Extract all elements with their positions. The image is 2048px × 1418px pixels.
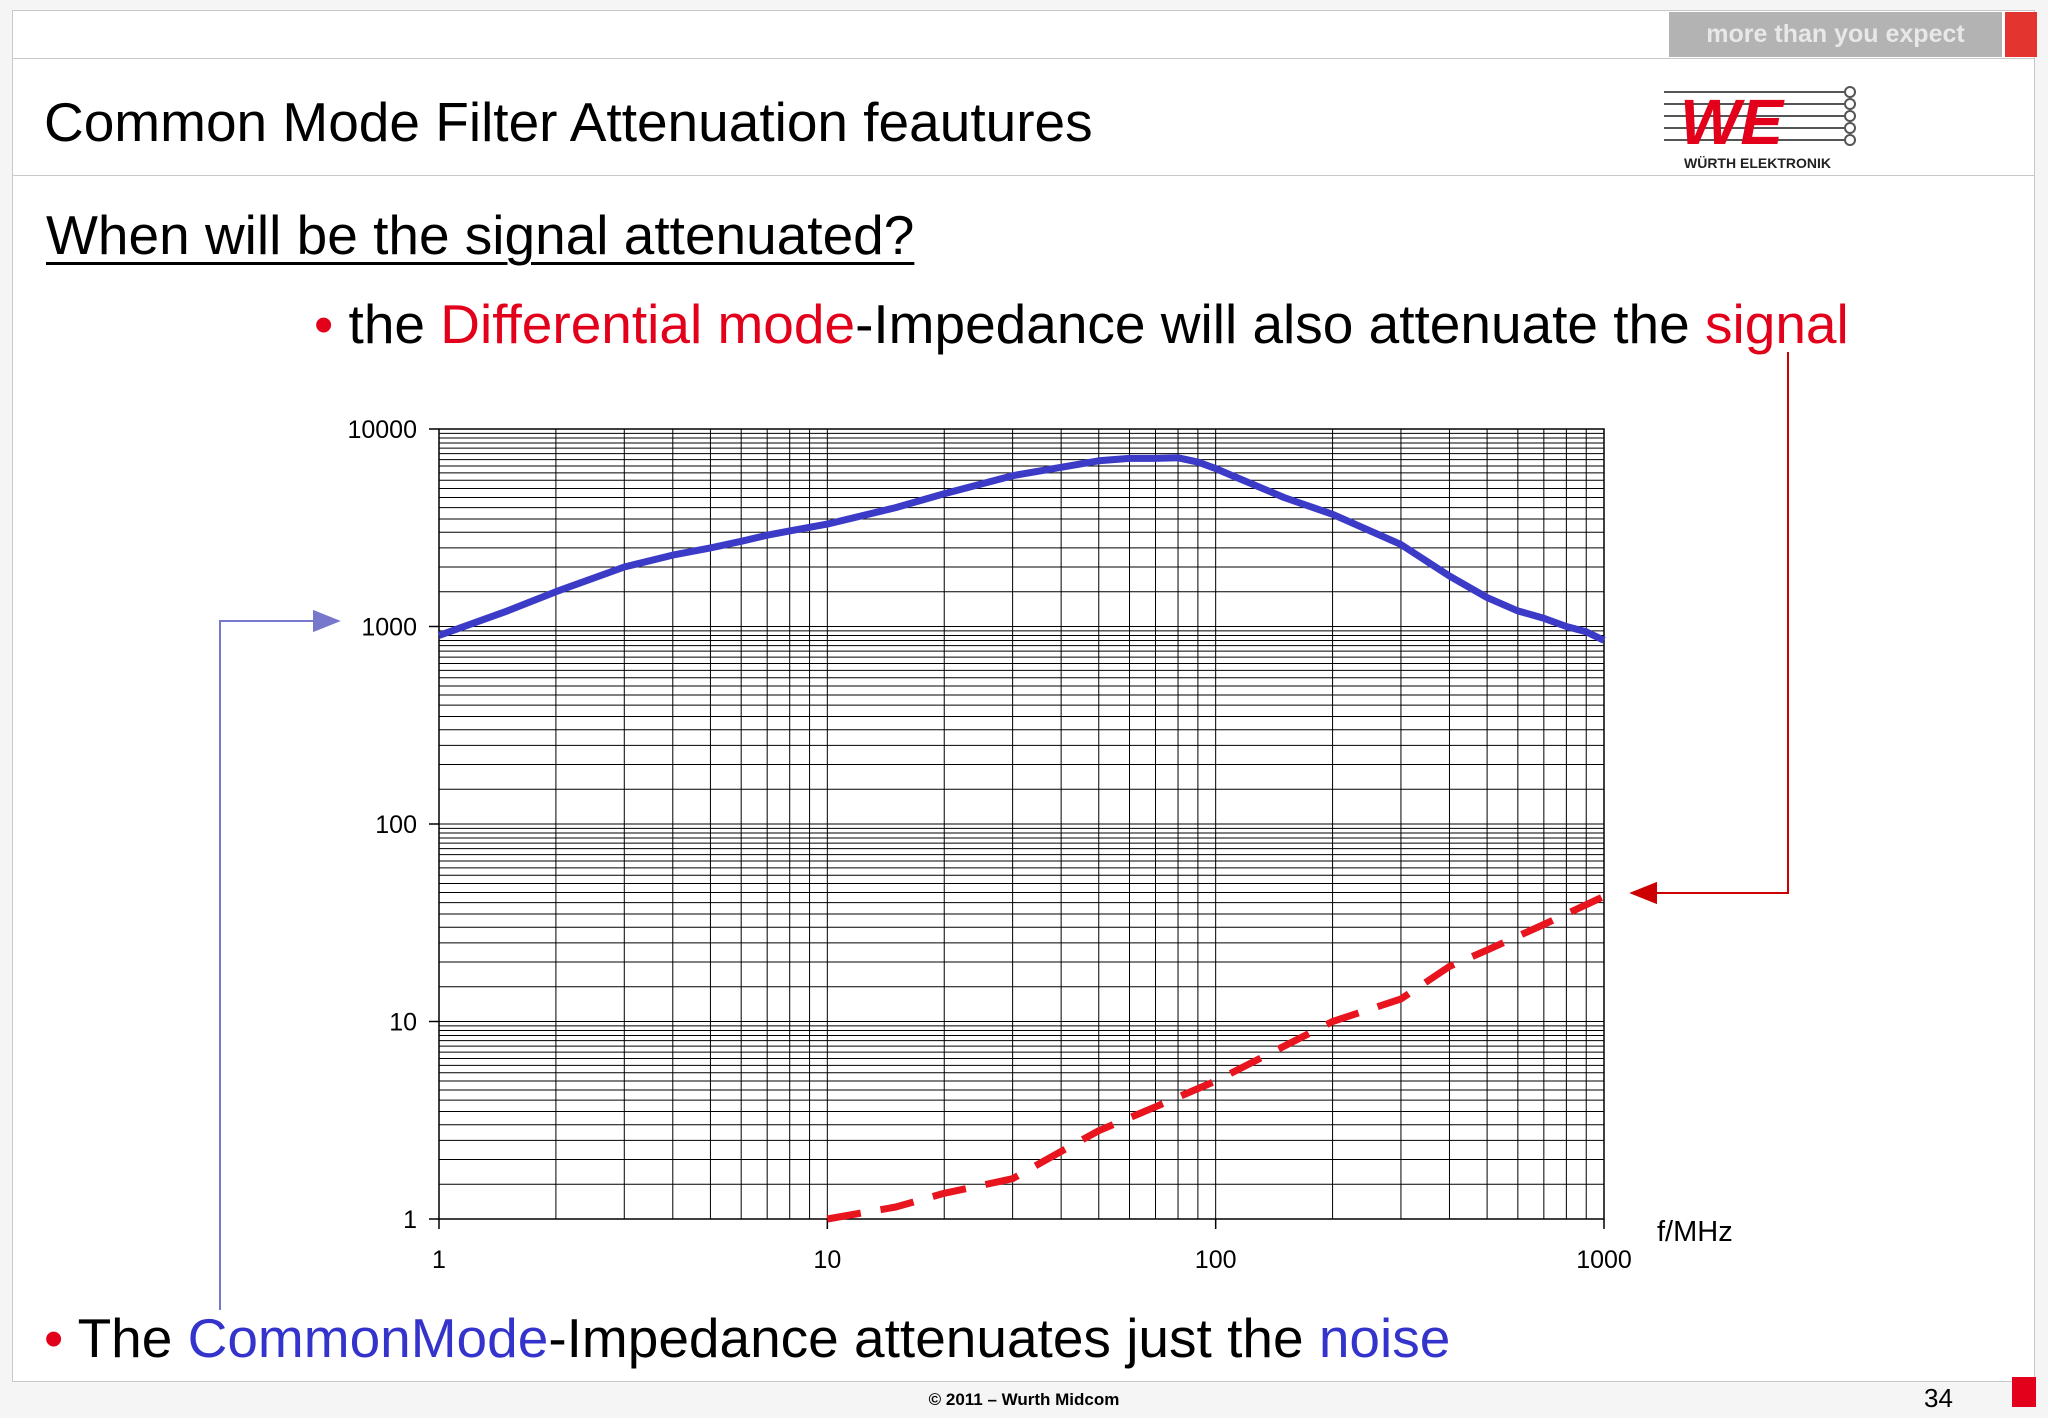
title-divider [12,175,2035,176]
page-number: 34 [1924,1383,1953,1413]
logo-subtext: WÜRTH ELEKTRONIK [1684,155,1831,171]
differential-callout-arrow [1629,352,1789,905]
x-tick-label: 1000 [1576,1246,1632,1274]
tagline-red-block [2005,12,2037,57]
signal-term: signal [1705,293,1849,355]
common-mode-impedance-line [437,454,1606,644]
x-tick-label: 1 [432,1246,446,1274]
bullet2-text-mid: -Impedance attenuates just the [548,1307,1319,1369]
question-heading: When will be the signal attenuated? [46,204,915,266]
differential-bullet: • the Differential mode-Impedance will a… [314,292,1849,356]
header-divider [12,58,2035,59]
common-mode-bullet: • The CommonMode-Impedance attenuates ju… [44,1306,1450,1370]
footer-copyright: © 2011 – Wurth Midcom [928,1390,1120,1409]
x-axis-label: f/MHz [1657,1216,1733,1248]
common-mode-callout-arrow [219,609,341,1310]
y-tick-label: 10000 [347,416,417,444]
bullet2-text-start: The [77,1307,188,1369]
bullet-marker: • [314,293,334,355]
x-tick-label: 100 [1195,1246,1237,1274]
y-tick-label: 1 [403,1206,417,1234]
bullet-marker: • [44,1307,64,1369]
corner-red-block [2012,1377,2036,1407]
y-tick-label: 1000 [361,614,417,642]
differential-mode-term: Differential mode [440,293,856,355]
differential-mode-impedance-line [826,893,1606,1223]
logo-mark: WE [1680,86,1785,158]
tagline-banner: more than you expect [1669,12,2002,57]
y-tick-label: 100 [375,811,417,839]
x-tick-label: 10 [813,1246,841,1274]
bullet1-text-mid: -Impedance will also attenuate the [855,293,1706,355]
page-title: Common Mode Filter Attenuation feautures [44,91,1093,153]
y-tick-label: 10 [389,1009,417,1037]
common-mode-term: CommonMode [187,1307,549,1369]
noise-term: noise [1318,1307,1451,1369]
bullet1-text-start: the [348,293,441,355]
wurth-logo: WE WÜRTH ELEKTRONIK [1664,86,1856,171]
